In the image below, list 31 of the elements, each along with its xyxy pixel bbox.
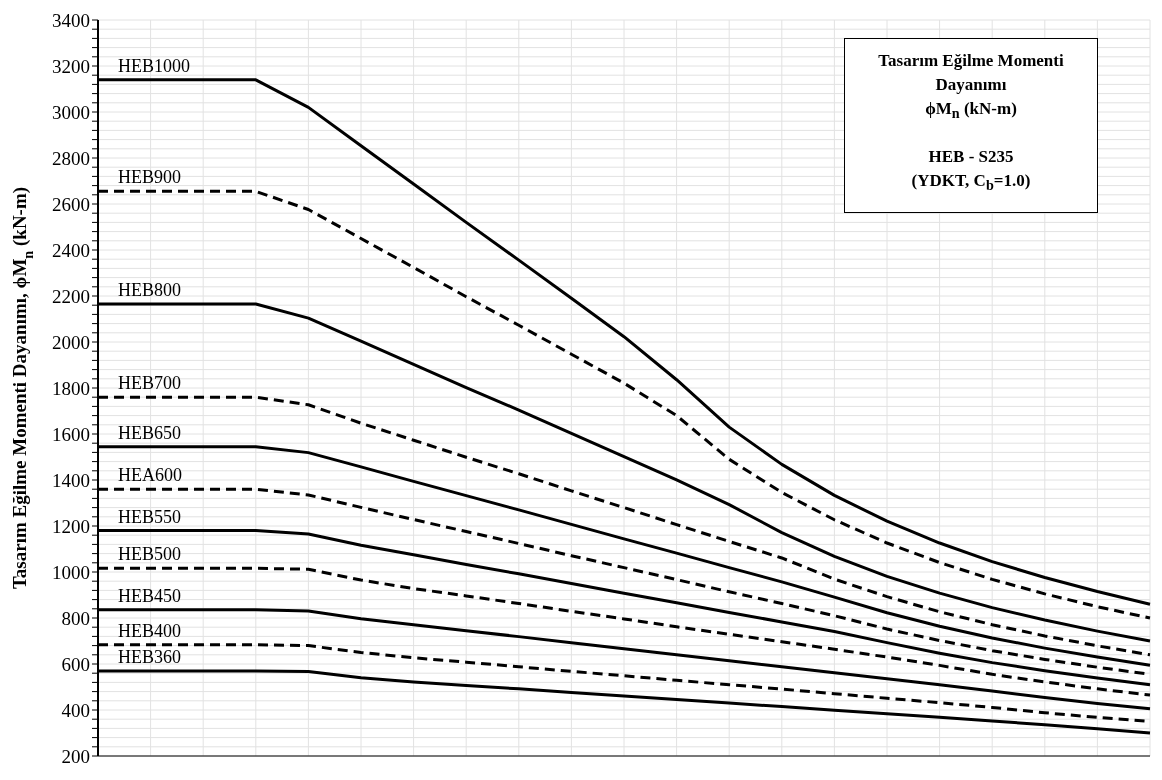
- y-tick-label: 1800: [52, 377, 90, 399]
- annotation: HEB - S235: [927, 146, 1015, 169]
- series-label: HEB360: [118, 646, 181, 667]
- series-label: HEB800: [118, 280, 181, 301]
- y-tick-label: 1000: [52, 561, 90, 583]
- y-tick-label: 2200: [52, 285, 90, 307]
- y-tick-label: 1200: [52, 515, 90, 537]
- series-label: HEB400: [118, 620, 181, 641]
- y-tick-label: 3400: [52, 9, 90, 31]
- y-tick-label: 800: [61, 607, 90, 629]
- annotation: (YDKT, C$_{b}$=1.0): [910, 170, 1032, 196]
- series-label: HEB450: [118, 585, 181, 606]
- series-label: HEB1000: [118, 55, 190, 76]
- y-tick-label: 1600: [52, 423, 90, 445]
- y-tick-label: 2400: [52, 239, 90, 261]
- y-tick-label: 2600: [52, 193, 90, 215]
- y-tick-label: 3000: [52, 101, 90, 123]
- y-tick-label: 600: [61, 653, 90, 675]
- y-tick-label: 400: [61, 699, 90, 721]
- y-tick-label: 3200: [52, 55, 90, 77]
- annotation: ϕM$_{n}$ (kN-m): [924, 98, 1018, 124]
- y-tick-label: 1400: [52, 469, 90, 491]
- y-tick-label: 2800: [52, 147, 90, 169]
- series-label: HEB900: [118, 167, 181, 188]
- series-label: HEA600: [118, 465, 182, 486]
- series-label: HEB700: [118, 373, 181, 394]
- y-tick-label: 200: [61, 745, 90, 767]
- series-label: HEB500: [118, 544, 181, 565]
- series-label: HEB550: [118, 506, 181, 527]
- series-label: HEB650: [118, 422, 181, 443]
- y-tick-label: 2000: [52, 331, 90, 353]
